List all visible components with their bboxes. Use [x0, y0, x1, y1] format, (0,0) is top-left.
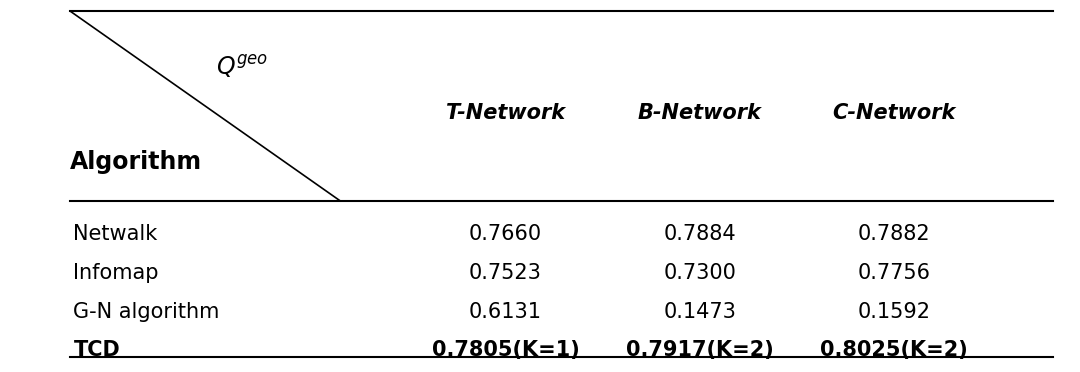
Text: 0.1592: 0.1592	[858, 302, 931, 323]
Text: 0.7917(K=2): 0.7917(K=2)	[626, 340, 773, 360]
Text: Netwalk: Netwalk	[73, 224, 158, 244]
Text: 0.6131: 0.6131	[469, 302, 542, 323]
Text: C-Network: C-Network	[833, 103, 956, 124]
Text: 0.7300: 0.7300	[663, 263, 737, 283]
Text: 0.1473: 0.1473	[663, 302, 737, 323]
Text: TCD: TCD	[73, 340, 120, 360]
Text: 0.7660: 0.7660	[469, 224, 542, 244]
Text: Algorithm: Algorithm	[70, 150, 202, 174]
Text: G-N algorithm: G-N algorithm	[73, 302, 220, 323]
Text: 0.8025(K=2): 0.8025(K=2)	[821, 340, 968, 360]
Text: 0.7756: 0.7756	[858, 263, 931, 283]
Text: 0.7805(K=1): 0.7805(K=1)	[432, 340, 579, 360]
Text: Infomap: Infomap	[73, 263, 159, 283]
Text: 0.7523: 0.7523	[469, 263, 542, 283]
Text: 0.7884: 0.7884	[663, 224, 737, 244]
Text: $Q^{geo}$: $Q^{geo}$	[216, 54, 268, 80]
Text: T-Network: T-Network	[446, 103, 565, 124]
Text: B-Network: B-Network	[638, 103, 761, 124]
Text: 0.7882: 0.7882	[858, 224, 931, 244]
